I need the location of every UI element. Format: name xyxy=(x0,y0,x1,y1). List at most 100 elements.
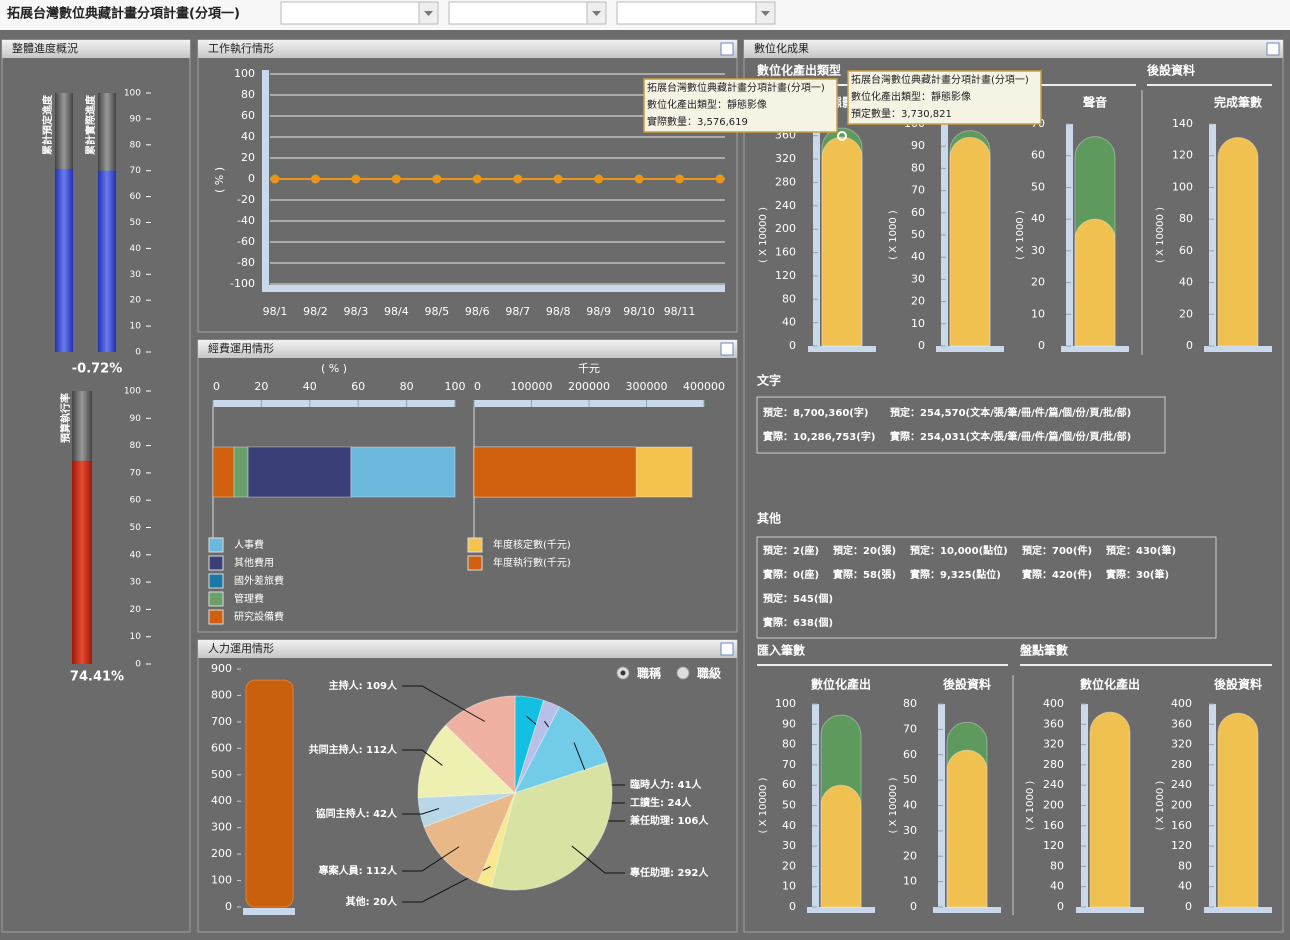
panel-title: 人力運用情形 xyxy=(208,642,274,655)
tooltip-text: 數位化產出類型：靜態影像 xyxy=(851,90,971,103)
legend-label: 研究設備費 xyxy=(234,610,284,623)
y-tick-label: 20 xyxy=(911,295,925,308)
expand-icon[interactable] xyxy=(1267,43,1279,55)
y-axis-ruler xyxy=(262,70,269,288)
info-text: 預定：430(筆) xyxy=(1106,544,1176,557)
point xyxy=(716,175,725,184)
y-tick-label: 0 xyxy=(910,900,917,913)
x-tick-label: 100000 xyxy=(511,380,553,393)
tick-label: 20 xyxy=(130,605,142,615)
gauge-title: 聲音 xyxy=(1083,95,1107,110)
expand-icon[interactable] xyxy=(721,343,733,355)
y-tick-label: 900 xyxy=(211,662,232,675)
info-text: 實際：9,325(點位) xyxy=(910,568,1001,581)
point xyxy=(311,175,320,184)
x-tick-label: 400000 xyxy=(683,380,725,393)
info-text: 預定：10,000(點位) xyxy=(910,544,1008,557)
unit-label: ( X 1000 ) xyxy=(888,210,899,260)
gauge-base xyxy=(1076,907,1144,913)
legend-label: 其他費用 xyxy=(234,556,274,569)
gauge-ruler xyxy=(1209,124,1216,346)
tooltip-text: 實際數量：3,576,619 xyxy=(647,115,748,128)
radio-option[interactable]: 職稱 xyxy=(617,666,661,681)
y-tick-label: 50 xyxy=(911,228,925,241)
y-tick-label: 90 xyxy=(911,139,925,152)
x-axis-ruler xyxy=(213,400,455,407)
y-tick-label: 100 xyxy=(775,697,796,710)
y-tick-label: 10 xyxy=(1031,307,1045,320)
tick-label: 20 xyxy=(130,296,142,306)
y-tick-label: 400 xyxy=(1043,697,1064,710)
y-tick-label: 240 xyxy=(1043,778,1064,791)
gauge-actual xyxy=(822,137,862,346)
pie-label: 臨時人力: 41人 xyxy=(630,778,702,791)
point xyxy=(594,175,603,184)
y-tick-label: 20 xyxy=(241,151,255,164)
y-tick-label: 120 xyxy=(1043,839,1064,852)
panel-title: 整體進度概況 xyxy=(12,41,78,55)
y-tick-label: 280 xyxy=(1171,758,1192,771)
unit-label: ( X 10000 ) xyxy=(758,207,769,263)
gauge-actual xyxy=(1218,713,1258,907)
y-tick-label: 20 xyxy=(782,859,796,872)
radio xyxy=(677,667,689,679)
section-title: 數位化產出類型 xyxy=(757,63,841,78)
panel-header xyxy=(198,640,737,658)
y-tick-label: 320 xyxy=(1171,738,1192,751)
legend-swatch xyxy=(209,592,223,606)
y-tick-label: 800 xyxy=(211,688,232,701)
axis-label: ( % ) xyxy=(321,362,347,375)
y-tick-label: 60 xyxy=(911,206,925,219)
gauge-name: 預算執行率 xyxy=(59,393,72,443)
y-tick-label: 80 xyxy=(1179,212,1193,225)
point xyxy=(473,175,482,184)
y-tick-label: 30 xyxy=(911,272,925,285)
rate-label: 74.41% xyxy=(70,670,124,685)
gauge-actual xyxy=(950,137,990,346)
gauge-title: 數位化產出 xyxy=(811,677,871,692)
info-text: 預定：2(座) xyxy=(763,544,819,557)
tick-label: 80 xyxy=(130,441,142,451)
y-tick-label: 50 xyxy=(1031,180,1045,193)
legend-swatch xyxy=(209,556,223,570)
section-title: 文字 xyxy=(757,373,781,388)
expand-icon[interactable] xyxy=(721,643,733,655)
y-tick-label: 400 xyxy=(211,794,232,807)
gauge-base xyxy=(936,346,1004,352)
y-tick-label: 10 xyxy=(903,875,917,888)
y-tick-label: 70 xyxy=(903,722,917,735)
gauge-title: 後設資料 xyxy=(1214,677,1262,692)
section-title: 盤點筆數 xyxy=(1019,643,1068,658)
point xyxy=(635,175,644,184)
y-tick-label: 360 xyxy=(1043,717,1064,730)
radio-option[interactable]: 職級 xyxy=(677,666,721,681)
dropdown[interactable] xyxy=(281,2,438,24)
y-tick-label: 280 xyxy=(1043,758,1064,771)
x-tick-label: 0 xyxy=(213,380,220,393)
y-tick-label: 30 xyxy=(1031,244,1045,257)
y-tick-label: 0 xyxy=(789,900,796,913)
tick-label: 70 xyxy=(130,468,142,478)
bar-segment xyxy=(248,447,351,497)
legend-label: 國外差旅費 xyxy=(234,574,284,587)
tick-label: 90 xyxy=(130,114,142,124)
x-tick-label: 98/8 xyxy=(546,305,571,318)
point xyxy=(432,175,441,184)
y-tick-label: 0 xyxy=(1185,900,1192,913)
y-tick-label: 40 xyxy=(911,250,925,263)
tooltip-text: 數位化產出類型：靜態影像 xyxy=(647,98,767,111)
tick-label: 70 xyxy=(130,166,142,176)
y-tick-label: 160 xyxy=(1171,819,1192,832)
y-tick-label: 80 xyxy=(782,292,796,305)
gauge-actual xyxy=(947,750,987,907)
dropdown[interactable] xyxy=(617,2,775,24)
tick-label: 80 xyxy=(130,140,142,150)
expand-icon[interactable] xyxy=(721,43,733,55)
y-tick-label: 280 xyxy=(775,175,796,188)
gauge-base xyxy=(1204,346,1272,352)
y-tick-label: 400 xyxy=(1171,697,1192,710)
legend-swatch xyxy=(468,538,482,552)
y-tick-label: 40 xyxy=(1179,276,1193,289)
dropdown[interactable] xyxy=(449,2,606,24)
